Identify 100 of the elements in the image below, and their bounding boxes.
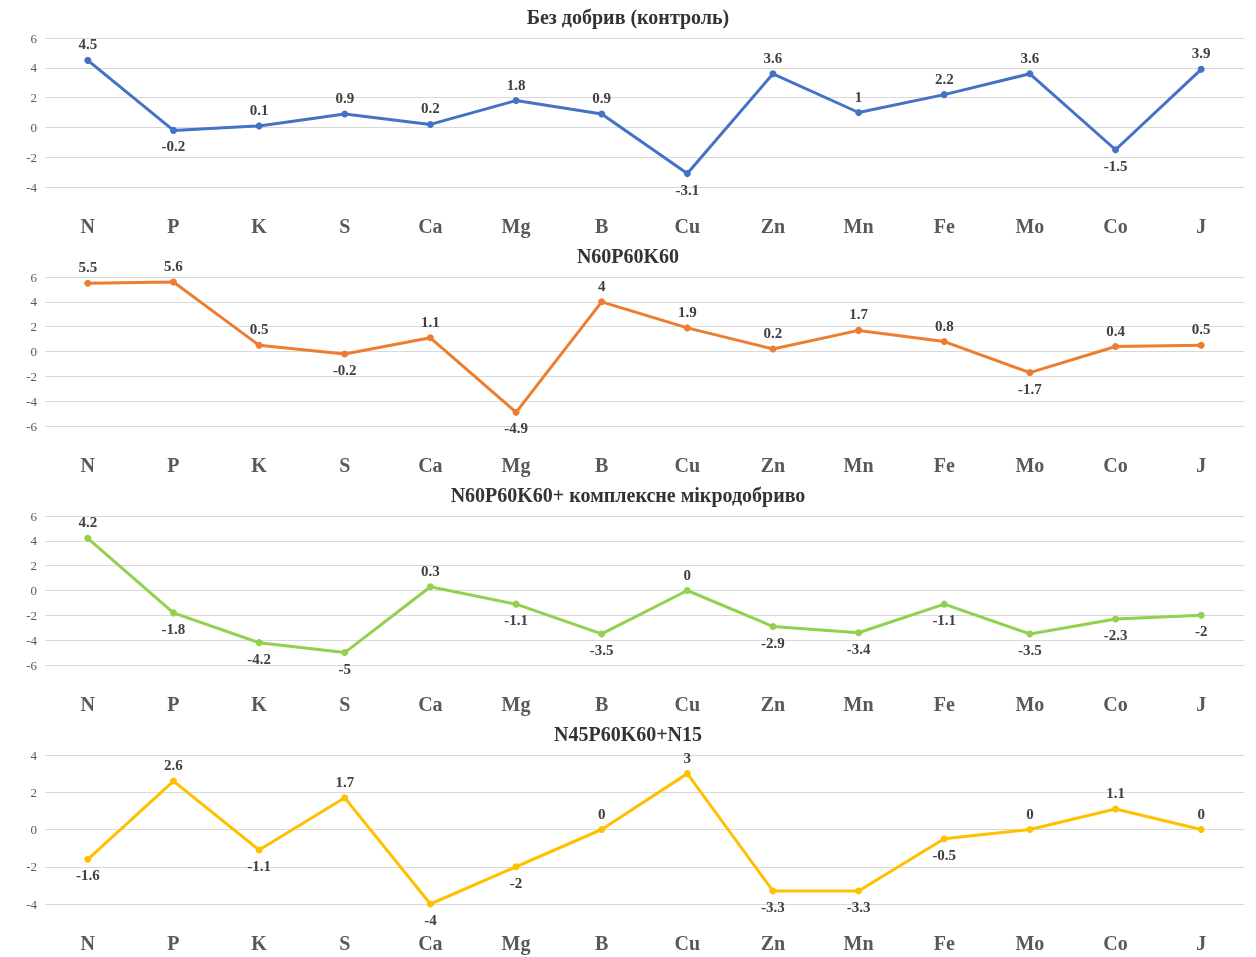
point [84,534,92,542]
y-tick-label: -2 [26,368,37,384]
data-label: 1.7 [849,306,869,323]
point [1197,65,1205,73]
x-tick-label: K [251,215,268,237]
point [1026,826,1034,833]
x-tick-label: Fe [933,693,955,715]
point [169,777,177,785]
y-tick-label: 0 [30,822,37,837]
x-tick-label: Mg [501,454,531,477]
x-tick-label: Zn [760,693,786,715]
x-tick-label: J [1196,215,1207,237]
x-tick-label: Ca [418,215,443,237]
x-tick-label: Zn [760,454,786,476]
point [84,855,92,863]
point [1112,805,1120,813]
point [426,900,434,908]
x-tick-label: Cu [674,693,701,715]
x-tick-label: N [80,454,96,476]
point [683,170,691,178]
y-tick-label: 6 [30,269,38,285]
data-label: 1 [854,88,863,105]
data-label: -1.1 [504,612,528,629]
y-tick-label: 4 [30,747,38,763]
data-label: 5.5 [78,259,98,276]
x-tick-label: K [251,932,268,954]
point [84,279,92,287]
point [940,835,948,843]
point [1197,611,1205,619]
data-label: 3.6 [1020,49,1040,66]
y-tick-label: 0 [30,119,37,135]
x-tick-label: N [80,932,96,954]
data-label: -4 [424,912,438,928]
x-tick-label: Ca [418,454,443,476]
point [341,794,349,802]
x-tick-label: S [339,454,351,476]
point [855,109,863,116]
y-tick-label: 4 [30,60,38,76]
data-label: 0.9 [335,89,355,106]
y-tick-label: 6 [30,30,38,46]
point [426,583,434,591]
x-tick-label: Mo [1015,215,1045,237]
point [683,770,691,778]
x-tick-label: Co [1103,932,1128,954]
point [940,338,948,346]
data-label: 0.5 [249,321,269,338]
x-tick-label: K [251,454,268,476]
point [598,298,606,306]
y-tick-label: 0 [30,344,37,359]
x-tick-label: B [595,932,609,954]
data-label: 1.1 [421,313,440,330]
data-label: -2 [509,874,523,891]
data-label: -2.3 [1103,627,1128,644]
data-label: -0.2 [332,361,357,378]
data-label: 5.6 [164,257,184,274]
y-tick-label: -4 [26,632,38,648]
data-label: 0 [1026,805,1034,822]
data-label: -4.9 [504,420,528,437]
x-tick-label: P [167,215,180,237]
point [769,623,777,631]
data-label: -1.8 [161,620,186,637]
data-label: 3.6 [763,49,783,66]
point [1112,615,1120,623]
x-tick-label: N [80,693,96,715]
y-tick-label: -2 [26,859,37,875]
y-tick-label: 4 [30,294,38,310]
x-tick-label: K [251,693,268,715]
data-label: -3.3 [761,898,785,915]
data-label: 0.2 [421,100,440,117]
data-label: 1.8 [506,76,526,93]
point [598,630,606,638]
x-tick-label: Cu [674,454,701,476]
x-tick-label: Fe [933,215,955,237]
point [683,587,691,594]
y-tick-label: -6 [26,657,38,673]
y-tick-label: 2 [30,90,37,106]
x-tick-label: Mn [843,454,874,476]
data-label: 0 [683,566,692,583]
data-label: 0.3 [421,562,440,579]
point [683,324,691,332]
point [769,70,777,78]
chart-title: N60P60K60 [576,245,680,267]
x-tick-label: Co [1103,215,1128,237]
point [1026,70,1034,78]
data-label: 0.5 [1191,321,1211,338]
point [1197,826,1205,833]
y-tick-label: 0 [30,583,37,598]
x-tick-label: B [595,215,609,237]
point [84,56,92,64]
point [512,97,520,105]
data-label: -3.5 [589,641,614,658]
point [598,110,606,118]
point [1112,146,1120,154]
point [855,326,863,334]
data-label: -0.2 [161,138,186,155]
x-tick-label: S [339,693,351,715]
x-tick-label: Cu [674,215,701,237]
x-tick-label: Mo [1015,932,1045,954]
x-tick-label: Ca [418,932,443,954]
point [940,600,948,608]
